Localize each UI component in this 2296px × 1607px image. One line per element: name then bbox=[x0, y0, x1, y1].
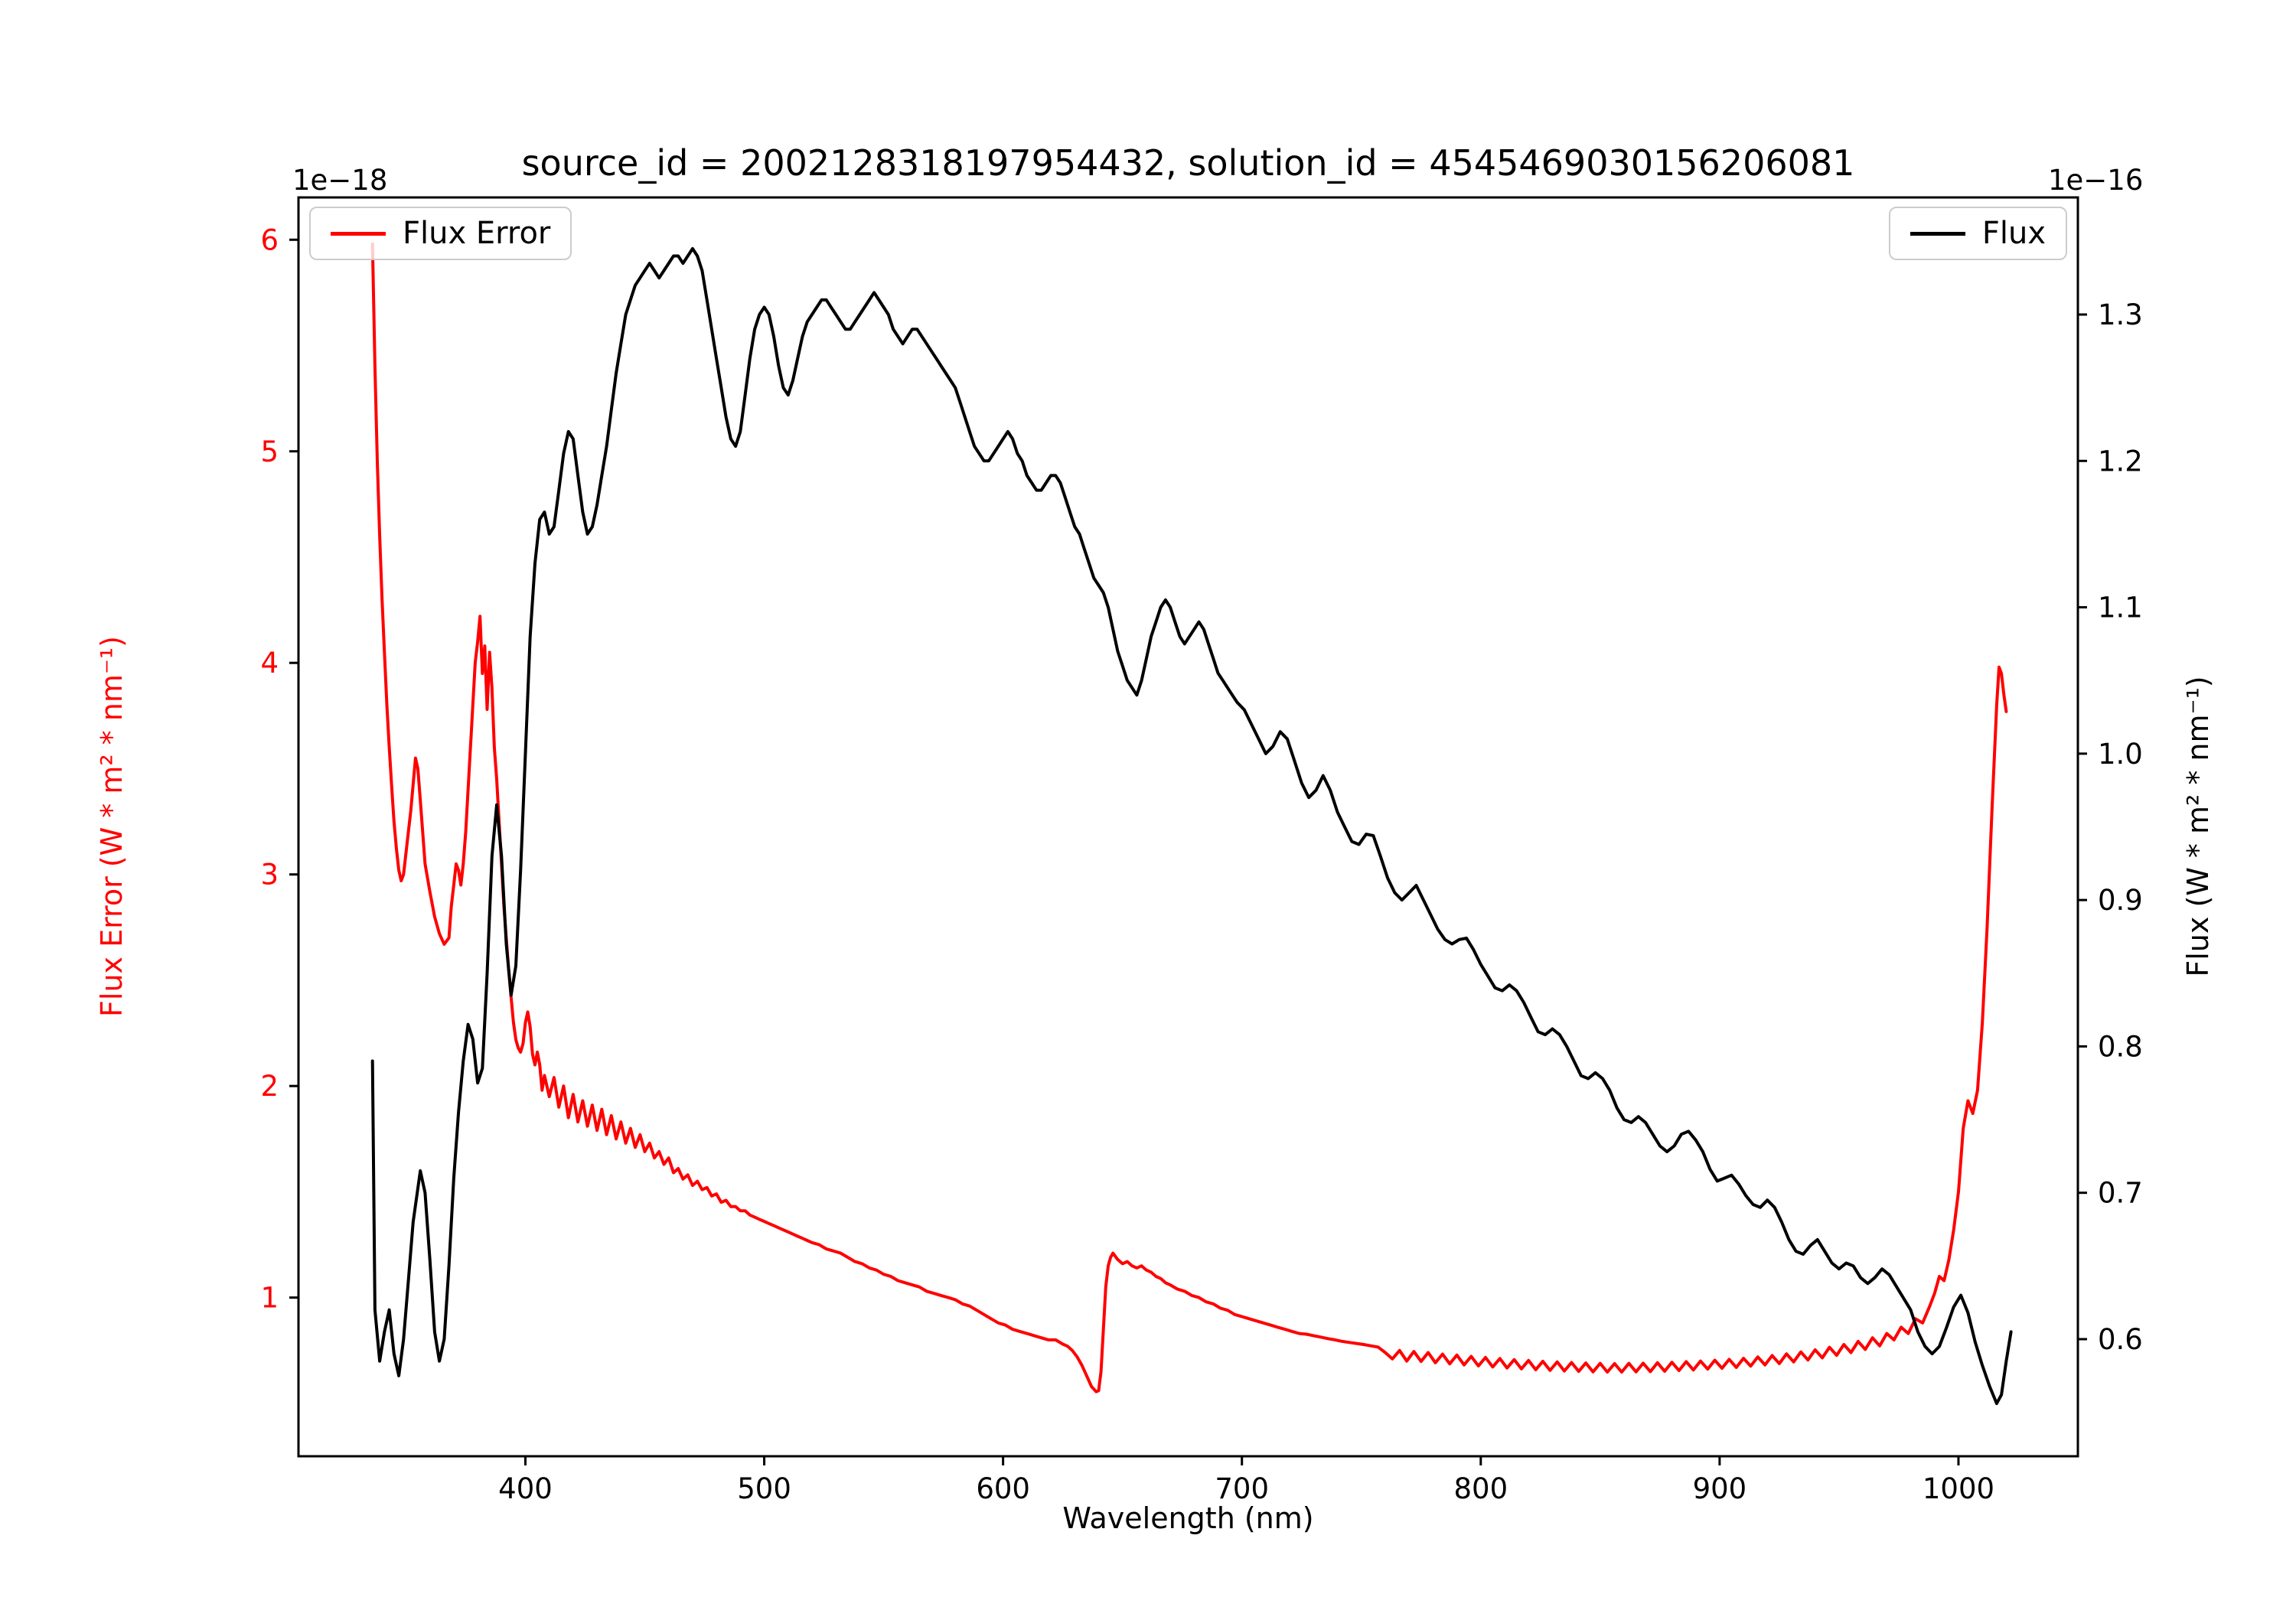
x-axis-label: Wavelength (nm) bbox=[1062, 1501, 1314, 1535]
chart-title: source_id = 2002128318197954432, solutio… bbox=[521, 142, 1855, 184]
svg-text:3: 3 bbox=[260, 859, 279, 892]
svg-text:1.1: 1.1 bbox=[2098, 592, 2143, 624]
svg-text:700: 700 bbox=[1215, 1472, 1269, 1505]
svg-text:0.6: 0.6 bbox=[2098, 1323, 2143, 1356]
y-axis-label-right: Flux (W * m² * nm⁻¹) bbox=[2181, 676, 2215, 977]
svg-text:1000: 1000 bbox=[1923, 1472, 1994, 1505]
legend-flux-error-label: Flux Error bbox=[403, 216, 551, 251]
legend-flux: Flux bbox=[1888, 207, 2067, 260]
svg-text:1: 1 bbox=[260, 1282, 279, 1315]
svg-text:1.2: 1.2 bbox=[2098, 445, 2143, 478]
svg-text:800: 800 bbox=[1453, 1472, 1508, 1505]
offset-text-left: 1e−18 bbox=[292, 164, 388, 197]
svg-text:400: 400 bbox=[498, 1472, 553, 1505]
flux-error-line-sample bbox=[331, 231, 386, 236]
svg-text:600: 600 bbox=[976, 1472, 1030, 1505]
svg-text:500: 500 bbox=[737, 1472, 791, 1505]
svg-text:1.3: 1.3 bbox=[2098, 298, 2143, 331]
y-axis-label-left: Flux Error (W * m² * nm⁻¹) bbox=[95, 636, 129, 1017]
svg-text:5: 5 bbox=[260, 435, 279, 468]
legend-flux-label: Flux bbox=[1981, 216, 2046, 251]
svg-text:0.7: 0.7 bbox=[2098, 1177, 2143, 1210]
svg-text:4: 4 bbox=[260, 647, 279, 680]
svg-text:0.8: 0.8 bbox=[2098, 1030, 2143, 1063]
svg-text:2: 2 bbox=[260, 1070, 279, 1103]
offset-text-right: 1e−16 bbox=[2048, 164, 2144, 197]
flux-line-sample bbox=[1910, 231, 1965, 236]
legend-flux-error: Flux Error bbox=[309, 207, 572, 260]
svg-text:6: 6 bbox=[260, 223, 279, 256]
svg-text:0.9: 0.9 bbox=[2098, 884, 2143, 917]
svg-text:900: 900 bbox=[1693, 1472, 1747, 1505]
svg-text:1.0: 1.0 bbox=[2098, 738, 2143, 771]
